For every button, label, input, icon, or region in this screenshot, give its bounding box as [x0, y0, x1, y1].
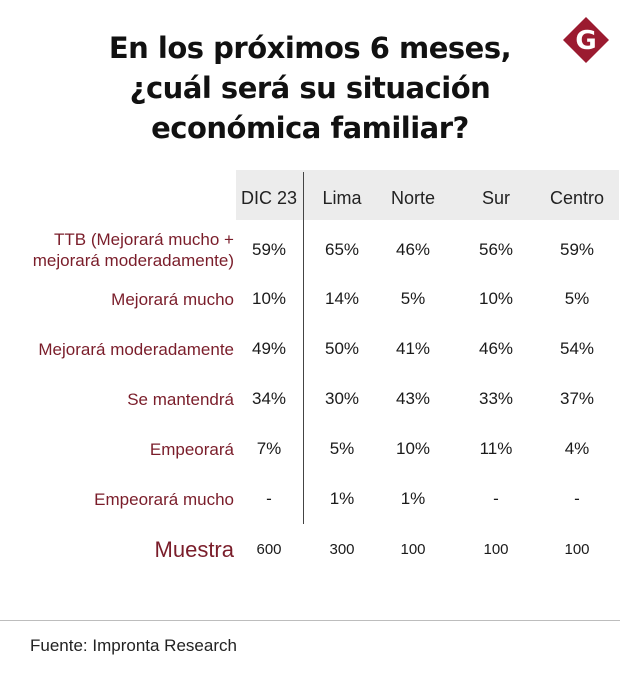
table-cell: 54%	[559, 339, 595, 358]
table-cell: 50%	[324, 339, 360, 358]
title-line-3: económica familiar?	[151, 111, 469, 145]
table-cell: 1%	[329, 489, 355, 508]
table-cell: 10%	[251, 289, 287, 308]
row-label-line: Empeorará mucho	[94, 489, 234, 509]
table-cell: 37%	[559, 389, 595, 408]
data-table: DIC 23 Lima Norte Sur Centro TTB (Mejorará mu…	[0, 170, 620, 590]
table-cell: 59%	[559, 240, 595, 259]
table-cell: 10%	[395, 439, 431, 458]
chart-title: En los próximos 6 meses, ¿cuál será su s…	[0, 28, 620, 148]
row-label-0: TTB (Mejorará mucho + mejorará moderadame…	[33, 229, 234, 271]
logo-diamond	[563, 17, 609, 63]
sample-cell: 600	[256, 541, 282, 558]
sample-cell: 100	[400, 541, 426, 558]
table-cell: -	[493, 489, 499, 508]
column-header-1: Lima	[322, 188, 362, 208]
column-header-0: DIC 23	[240, 188, 298, 208]
table-header-background	[236, 170, 619, 220]
table-cell: 14%	[324, 289, 360, 308]
row-label-3: Se mantendrá	[127, 389, 234, 410]
brand-logo-icon: G	[563, 17, 609, 63]
table-cell: 30%	[324, 389, 360, 408]
table-cell: 59%	[251, 240, 287, 259]
table-cell: 46%	[478, 339, 514, 358]
table-cell: 65%	[324, 240, 360, 259]
table-cell: 49%	[251, 339, 287, 358]
row-label-line: Empeorará	[149, 439, 234, 459]
row-label-line: mejorará moderadamente)	[32, 251, 234, 270]
table-cell: 33%	[478, 389, 514, 408]
row-label-4: Empeorará	[150, 439, 234, 460]
sample-cell: 100	[483, 541, 509, 558]
table-cell: 56%	[478, 240, 514, 259]
sample-cell: 100	[564, 541, 590, 558]
table-cell: 5%	[400, 289, 426, 308]
sample-cell: 300	[329, 541, 355, 558]
row-label-line: Mejorará mucho	[111, 289, 234, 309]
footer-divider	[0, 620, 620, 621]
table-cell: -	[266, 489, 272, 508]
source-note: Fuente: Impronta Research	[30, 636, 237, 655]
table-cell: 1%	[400, 489, 426, 508]
sample-label: Muestra	[154, 537, 234, 562]
logo-letter: G	[575, 26, 596, 56]
row-label-2: Mejorará moderadamente	[38, 339, 234, 360]
row-label-1: Mejorará mucho	[111, 289, 234, 310]
row-label-5: Empeorará mucho	[94, 489, 234, 510]
table-cell: 41%	[395, 339, 431, 358]
row-label-line: Se mantendrá	[127, 389, 234, 409]
title-line-1: En los próximos 6 meses,	[108, 31, 512, 65]
table-cell: -	[574, 489, 580, 508]
title-line-2: ¿cuál será su situación	[129, 71, 491, 105]
table-cell: 11%	[479, 439, 513, 458]
table-cell: 5%	[564, 289, 590, 308]
column-header-2: Norte	[390, 188, 435, 208]
column-header-4: Centro	[549, 188, 605, 208]
column-divider	[303, 172, 304, 524]
table-cell: 10%	[478, 289, 514, 308]
table-cell: 43%	[395, 389, 431, 408]
table-cell: 5%	[329, 439, 355, 458]
table-cell: 34%	[251, 389, 287, 408]
row-label-line: Mejorará moderadamente	[38, 339, 234, 359]
row-label-line: TTB (Mejorará mucho +	[54, 230, 234, 249]
table-cell: 7%	[256, 439, 282, 458]
table-cell: 46%	[395, 240, 431, 259]
column-header-3: Sur	[481, 188, 510, 208]
table-cell: 4%	[564, 439, 590, 458]
